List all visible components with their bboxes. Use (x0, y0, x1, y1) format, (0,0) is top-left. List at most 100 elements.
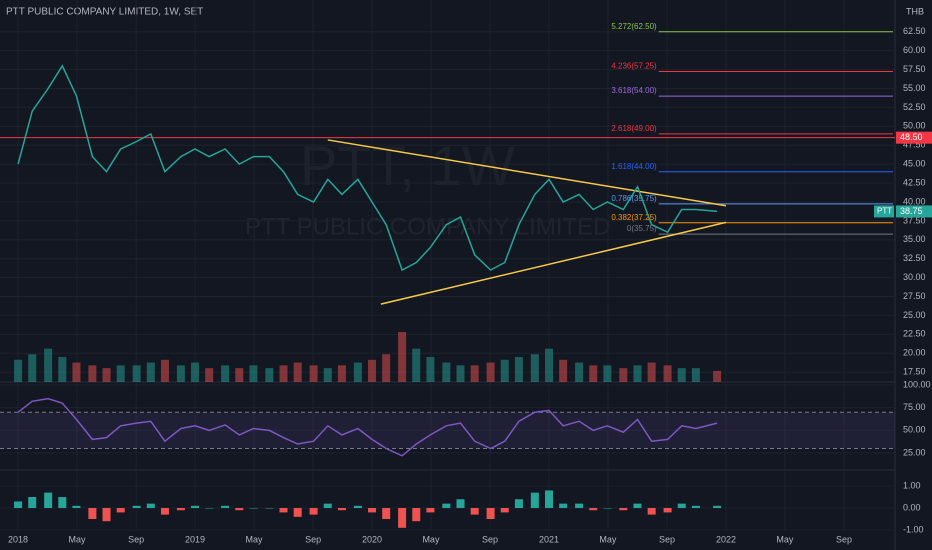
volume-bar (470, 365, 479, 382)
macd-bar (647, 508, 656, 515)
volume-bar (559, 359, 568, 382)
volume-bar (486, 362, 495, 382)
x-tick-label: May (422, 534, 440, 544)
volume-bar (677, 368, 686, 382)
volume-bar (249, 365, 258, 382)
price-tag (896, 205, 932, 218)
y-tick-label: 52.50 (903, 102, 926, 112)
macd-bar (486, 508, 495, 520)
x-tick-label: Sep (305, 534, 321, 544)
y-tick-label: 50.00 (903, 425, 926, 435)
volume-bar (116, 365, 125, 382)
macd-bar (14, 501, 23, 509)
volume-bar (442, 362, 451, 382)
y-tick-label: 27.50 (903, 291, 926, 301)
volume-bar (353, 362, 362, 382)
macd-bar (677, 503, 686, 509)
macd-bar (603, 508, 612, 509)
fib-label: 3.618(54.00) (611, 86, 657, 95)
price-line (17, 64, 718, 272)
volume-bar (619, 368, 628, 382)
x-tick-label: May (68, 534, 86, 544)
volume-bar (500, 359, 509, 382)
macd-bar (500, 508, 509, 513)
volume-bar (456, 365, 465, 382)
volume-bar (88, 365, 97, 382)
macd-bar (176, 508, 185, 511)
macd-bar (544, 490, 553, 509)
watermark-name: PTT PUBLIC COMPANY LIMITED (245, 213, 610, 240)
x-tick-label: 2020 (362, 534, 382, 544)
macd-bar (426, 508, 435, 513)
macd-bar (293, 508, 302, 517)
y-tick-label: 37.50 (903, 215, 926, 225)
macd-bar (559, 503, 568, 509)
macd-bar (663, 508, 672, 513)
macd-bar (88, 508, 97, 520)
macd-bar (442, 503, 451, 509)
x-tick-label: 2019 (185, 534, 205, 544)
volume-bar (102, 368, 111, 382)
volume-bar (58, 357, 67, 382)
macd-bar (116, 508, 125, 513)
macd-bar (589, 508, 598, 511)
volume-bar (293, 362, 302, 382)
x-tick-label: 2022 (716, 534, 736, 544)
x-tick-label: May (599, 534, 617, 544)
x-tick-label: May (245, 534, 263, 544)
volume-bar (191, 362, 200, 382)
volume-bar (265, 368, 274, 382)
volume-bar (544, 348, 553, 382)
volume-bar (221, 365, 230, 382)
y-tick-label: 22.50 (903, 329, 926, 339)
fib-label: 4.236(57.25) (611, 62, 657, 71)
volume-bar (575, 362, 584, 382)
volume-bar (309, 365, 318, 382)
macd-bar (514, 499, 523, 509)
fib-label: 2.618(49.00) (611, 124, 657, 133)
currency: THB (906, 6, 924, 16)
y-tick-label: 42.50 (903, 177, 926, 187)
x-tick-label: Sep (659, 534, 675, 544)
macd-bar (368, 508, 377, 513)
macd-bar (58, 497, 67, 509)
macd-bar (412, 508, 421, 522)
volume-bar (647, 362, 656, 382)
macd-bar (265, 508, 274, 509)
y-tick-label: 100.00 (903, 379, 931, 389)
macd-bar (575, 503, 584, 509)
macd-bar (353, 505, 362, 509)
volume-bar (146, 362, 155, 382)
macd-bar (221, 505, 230, 509)
x-tick-label: 2018 (8, 534, 28, 544)
fib-label: 0(35.75) (627, 224, 657, 233)
macd-bar (102, 508, 111, 522)
macd-bar (235, 508, 244, 511)
macd-bar (530, 492, 539, 509)
symbol-tag (874, 205, 894, 218)
macd-bar (44, 492, 53, 509)
macd-bar (633, 503, 642, 509)
y-tick-label: 47.50 (903, 140, 926, 150)
price-tag-label: 38.75 (900, 206, 923, 216)
volume-bar (279, 365, 288, 382)
macd-bar (382, 508, 391, 520)
y-tick-label: 0.00 (903, 502, 921, 512)
volume-bar (28, 354, 37, 382)
macd-bar (249, 508, 258, 509)
y-tick-label: 17.50 (903, 367, 926, 377)
macd-bar (205, 508, 214, 509)
x-tick-label: Sep (836, 534, 852, 544)
volume-bar (323, 368, 332, 382)
volume-bar (176, 365, 185, 382)
macd-bar (279, 508, 288, 513)
volume-bar (412, 348, 421, 382)
volume-bar (691, 368, 700, 382)
y-tick-label: 30.00 (903, 272, 926, 282)
volume-bar (398, 332, 407, 382)
volume-bar (72, 362, 81, 382)
y-tick-label: 1.00 (903, 480, 921, 490)
macd-bar (146, 503, 155, 509)
y-tick-label: 62.50 (903, 26, 926, 36)
volume-bar (713, 370, 722, 382)
